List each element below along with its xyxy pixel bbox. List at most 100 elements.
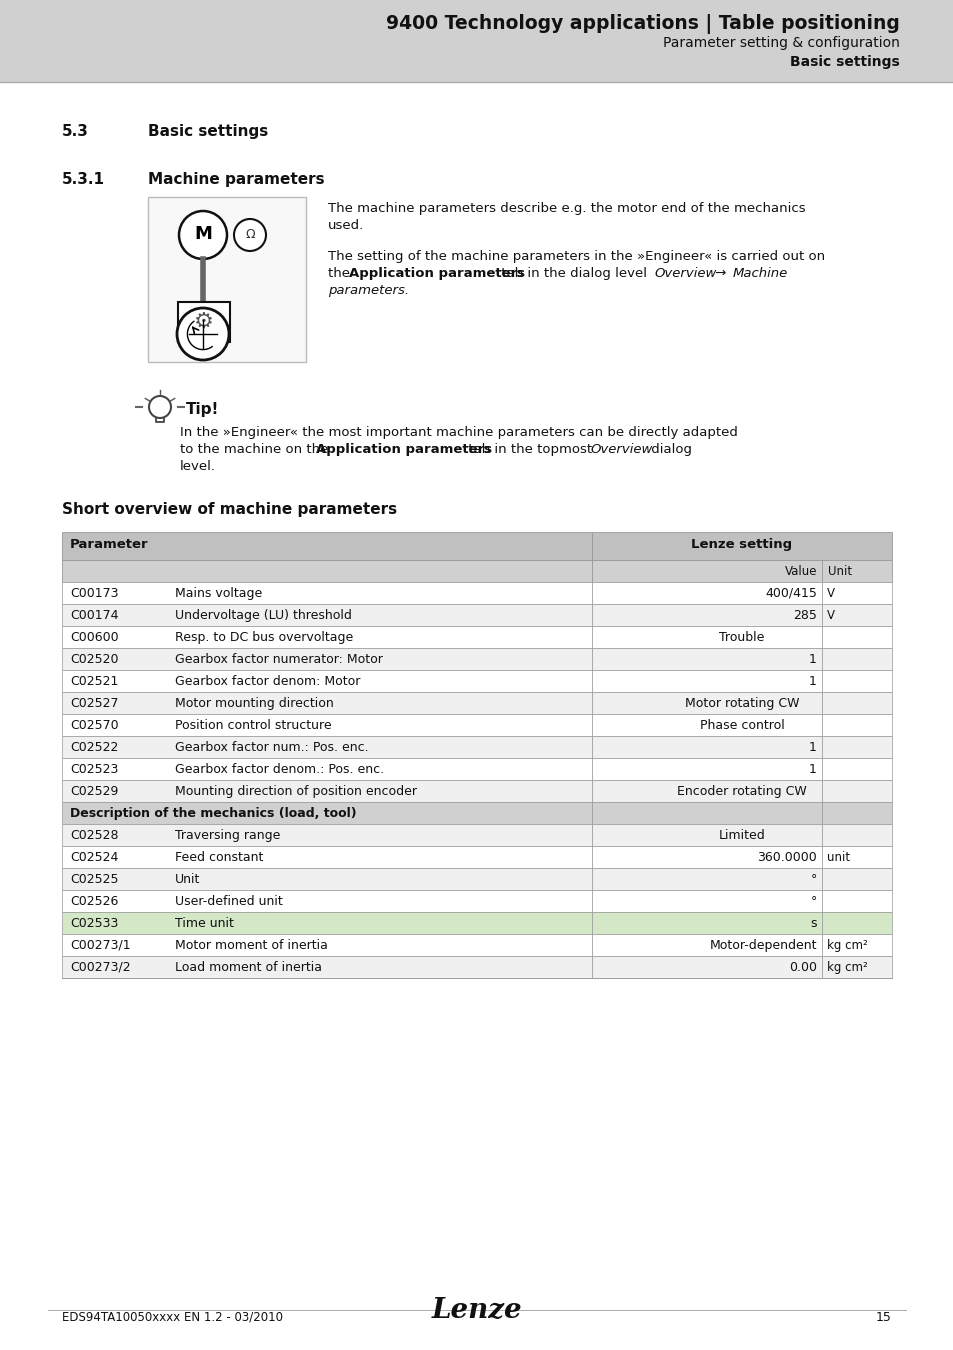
Bar <box>821 802 891 824</box>
Bar <box>821 603 891 626</box>
Text: s: s <box>810 917 816 930</box>
Text: C02529: C02529 <box>70 784 118 798</box>
Bar <box>821 670 891 693</box>
Bar <box>592 560 821 582</box>
Text: C02525: C02525 <box>70 873 118 886</box>
Bar <box>62 582 592 603</box>
Bar <box>592 868 821 890</box>
Bar <box>821 890 891 913</box>
Text: Gearbox factor numerator: Motor: Gearbox factor numerator: Motor <box>174 653 382 666</box>
Text: M: M <box>193 225 212 243</box>
Text: tab in the topmost: tab in the topmost <box>463 443 596 456</box>
Bar <box>592 736 821 757</box>
Text: Unit: Unit <box>174 873 200 886</box>
Bar <box>62 560 592 582</box>
Bar <box>62 868 592 890</box>
Text: dialog: dialog <box>646 443 691 456</box>
Text: C02520: C02520 <box>70 653 118 666</box>
Bar <box>821 693 891 714</box>
Bar <box>178 302 230 342</box>
Text: Encoder rotating CW: Encoder rotating CW <box>677 784 806 798</box>
Text: Motor mounting direction: Motor mounting direction <box>174 697 334 710</box>
Bar <box>592 693 821 714</box>
Text: 285: 285 <box>792 609 816 622</box>
Text: 360.0000: 360.0000 <box>757 850 816 864</box>
Text: The machine parameters describe e.g. the motor end of the mechanics: The machine parameters describe e.g. the… <box>328 202 804 215</box>
Bar <box>62 890 592 913</box>
Bar <box>62 956 592 977</box>
Bar <box>62 648 592 670</box>
Bar <box>592 846 821 868</box>
Text: C02533: C02533 <box>70 917 118 930</box>
Text: Gearbox factor num.: Pos. enc.: Gearbox factor num.: Pos. enc. <box>174 741 368 755</box>
Text: to the machine on the: to the machine on the <box>180 443 333 456</box>
Bar <box>62 670 592 693</box>
Bar <box>62 757 592 780</box>
Text: The setting of the machine parameters in the »Engineer« is carried out on: The setting of the machine parameters in… <box>328 250 824 263</box>
Bar <box>821 824 891 846</box>
Bar <box>821 560 891 582</box>
Text: Undervoltage (LU) threshold: Undervoltage (LU) threshold <box>174 609 352 622</box>
Bar <box>821 582 891 603</box>
Text: Time unit: Time unit <box>174 917 233 930</box>
Text: C00174: C00174 <box>70 609 118 622</box>
Text: C02522: C02522 <box>70 741 118 755</box>
Text: 15: 15 <box>875 1311 891 1324</box>
Text: Position control structure: Position control structure <box>174 720 332 732</box>
Text: User-defined unit: User-defined unit <box>174 895 282 909</box>
Text: Value: Value <box>783 566 816 578</box>
Text: 5.3.1: 5.3.1 <box>62 171 105 188</box>
Text: tab in the dialog level: tab in the dialog level <box>497 267 651 279</box>
Text: Motor moment of inertia: Motor moment of inertia <box>174 940 328 952</box>
Circle shape <box>179 211 227 259</box>
Text: parameters.: parameters. <box>328 284 409 297</box>
Text: C00600: C00600 <box>70 630 118 644</box>
Bar <box>592 603 821 626</box>
Bar <box>821 626 891 648</box>
Bar <box>821 868 891 890</box>
Text: Trouble: Trouble <box>719 630 764 644</box>
Text: °: ° <box>810 873 816 886</box>
Text: Tip!: Tip! <box>186 402 219 417</box>
Text: Mounting direction of position encoder: Mounting direction of position encoder <box>174 784 416 798</box>
Text: Traversing range: Traversing range <box>174 829 280 842</box>
Text: Short overview of machine parameters: Short overview of machine parameters <box>62 502 396 517</box>
Text: 1: 1 <box>808 741 816 755</box>
Bar <box>592 802 821 824</box>
Bar <box>62 913 592 934</box>
Text: C02523: C02523 <box>70 763 118 776</box>
Text: 0.00: 0.00 <box>788 961 816 973</box>
Text: Machine parameters: Machine parameters <box>148 171 324 188</box>
Text: In the »Engineer« the most important machine parameters can be directly adapted: In the »Engineer« the most important mac… <box>180 427 737 439</box>
Bar <box>592 648 821 670</box>
Bar <box>592 714 821 736</box>
Text: Limited: Limited <box>718 829 764 842</box>
Bar <box>62 934 592 956</box>
Text: →: → <box>710 267 734 279</box>
Bar <box>821 956 891 977</box>
Bar <box>62 626 592 648</box>
Text: C02527: C02527 <box>70 697 118 710</box>
Text: the: the <box>328 267 354 279</box>
Bar <box>821 846 891 868</box>
Text: C02524: C02524 <box>70 850 118 864</box>
Text: C00173: C00173 <box>70 587 118 599</box>
Bar <box>592 913 821 934</box>
Text: V: V <box>826 587 834 599</box>
Text: Resp. to DC bus overvoltage: Resp. to DC bus overvoltage <box>174 630 353 644</box>
Circle shape <box>233 219 266 251</box>
Text: Application parameters: Application parameters <box>349 267 524 279</box>
Circle shape <box>149 396 171 418</box>
Bar <box>821 757 891 780</box>
Text: Application parameters: Application parameters <box>315 443 492 456</box>
Text: kg cm²: kg cm² <box>826 961 867 973</box>
Text: °: ° <box>810 895 816 909</box>
Text: level.: level. <box>180 460 215 472</box>
Text: C02526: C02526 <box>70 895 118 909</box>
Bar <box>592 582 821 603</box>
Bar <box>148 197 306 362</box>
Text: Motor-dependent: Motor-dependent <box>709 940 816 952</box>
Bar <box>821 934 891 956</box>
Bar <box>62 532 592 560</box>
Text: Load moment of inertia: Load moment of inertia <box>174 961 322 973</box>
